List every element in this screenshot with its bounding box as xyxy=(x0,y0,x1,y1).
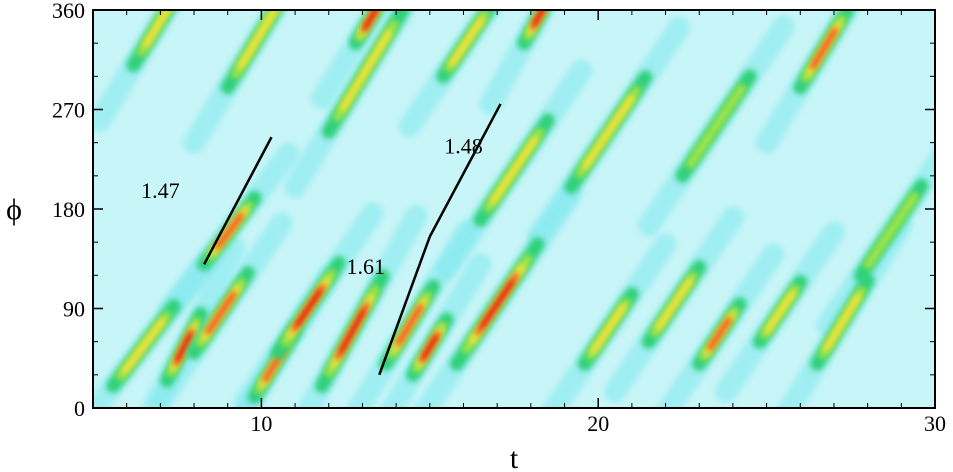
heat-ridge xyxy=(339,29,393,112)
phase-line xyxy=(378,236,431,376)
y-tick-label: 270 xyxy=(52,98,85,123)
annotation-label: 1.61 xyxy=(347,254,386,279)
phase-line xyxy=(428,103,502,238)
heat-ridge xyxy=(654,277,694,331)
x-tick-label: 20 xyxy=(587,411,609,436)
heatmap-field xyxy=(93,10,935,408)
annotations: 1.47 1.61 1.48 xyxy=(141,134,483,280)
heat-ridge xyxy=(590,304,627,354)
y-tick-label: 180 xyxy=(52,197,85,222)
annotation-label: 1.48 xyxy=(444,134,483,159)
y-tick-label: 90 xyxy=(63,297,85,322)
heat-ridge xyxy=(422,335,438,359)
heat-ridge xyxy=(863,191,920,270)
annotation-label: 1.47 xyxy=(141,178,180,203)
heat-ridge xyxy=(237,10,279,70)
y-tick-label: 0 xyxy=(74,396,85,421)
heat-ridge xyxy=(480,280,514,328)
x-axis-label: t xyxy=(510,442,519,472)
x-tick-label: 30 xyxy=(924,411,946,436)
heat-ridge xyxy=(121,318,166,375)
heat-ridge xyxy=(214,212,244,250)
y-axis-label: ϕ xyxy=(6,193,22,226)
heat-ridge xyxy=(707,317,732,351)
phase-lines xyxy=(203,103,502,376)
heat-ridge xyxy=(823,293,862,352)
heat-ridge xyxy=(176,333,192,361)
heat-ridge xyxy=(685,83,747,169)
heat-ridge xyxy=(489,136,539,205)
x-tick-label: 10 xyxy=(250,411,272,436)
heat-ridge xyxy=(363,10,378,29)
y-axis-ticks: 0 90 180 270 360 xyxy=(52,0,935,421)
heat-ridge xyxy=(533,10,545,26)
y-tick-label: 360 xyxy=(52,0,85,23)
heat-band xyxy=(93,10,180,132)
heat-ridge xyxy=(339,309,366,353)
heat-ridge xyxy=(582,95,635,170)
heat-ridge xyxy=(295,289,322,327)
phase-line xyxy=(203,136,273,265)
heat-ridge xyxy=(205,291,237,335)
heat-ridge xyxy=(764,289,796,334)
heat-ridge xyxy=(395,304,424,346)
heat-ridge xyxy=(810,27,838,70)
heat-ridge xyxy=(448,16,485,67)
x-axis-ticks: 10 20 30 xyxy=(126,10,946,436)
